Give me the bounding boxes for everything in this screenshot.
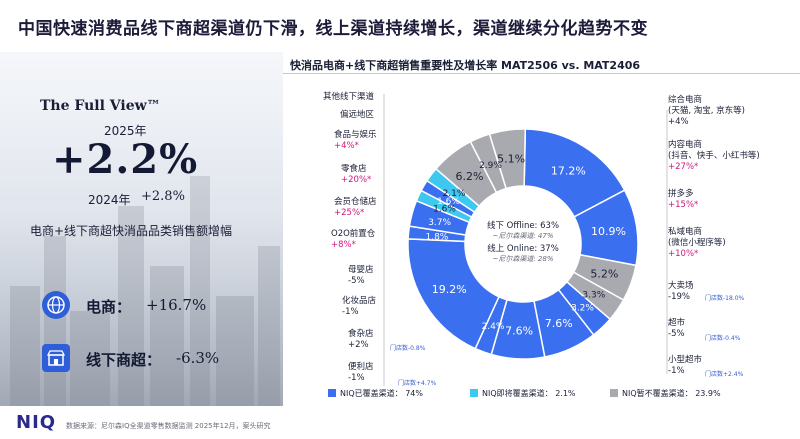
- full-view-description: 电商+线下商超快消品品类销售额增幅: [30, 224, 233, 238]
- page-title: 中国快速消费品线下商超渠道仍下滑，线上渠道持续增长，渠道继续分化趋势不变: [18, 19, 648, 39]
- legend-item-covered: NIQ已覆盖渠道： 74%: [328, 388, 423, 399]
- cat-label: 食品与娱乐 +4%*: [334, 130, 377, 151]
- kpi-offline-label: 线下商超：: [86, 351, 162, 369]
- cat-label: 母婴店 -5%: [348, 265, 374, 286]
- slice-value-label: 1.8%: [425, 232, 448, 242]
- slice-value-label: 17.2%: [551, 164, 586, 177]
- store-count-note: 门店数-0.8%: [390, 345, 426, 352]
- slice-value-label: 1.6%: [433, 205, 456, 215]
- globe-icon: [42, 291, 70, 319]
- donut-slice: [407, 238, 500, 350]
- donut-chart: 17.2%10.9%5.2%3.3%3.2%7.6%7.6%2.4%19.2%1…: [383, 94, 668, 386]
- city-background: [0, 52, 283, 406]
- kpi-ecommerce-label: 电商：: [86, 298, 132, 316]
- center-offline: 线下 Offline: 63%: [487, 220, 559, 231]
- cat-label: 其他线下渠道: [323, 92, 375, 102]
- cat-label: 化妆品店 -1%: [342, 296, 377, 317]
- store-icon: [42, 344, 70, 372]
- full-view-value: +2.2%: [52, 136, 199, 183]
- center-online-sub: ~尼尔森渠道: 28%: [492, 255, 553, 263]
- slice-value-label: 3.7%: [428, 218, 451, 228]
- cat-label: 零食店 +20%*: [341, 164, 372, 185]
- slice-value-label: 7.6%: [505, 324, 533, 337]
- slice-value-label: 19.2%: [432, 283, 467, 296]
- full-view-title: The Full View™: [40, 98, 161, 114]
- kpi-offline-value: -6.3%: [176, 349, 220, 367]
- cat-label: 食杂店 +2%: [348, 329, 374, 350]
- center-offline-sub: ~尼尔森渠道: 47%: [492, 232, 553, 240]
- slice-value-label: 2.1%: [443, 189, 466, 199]
- slice-value-label: 1.6%: [437, 197, 460, 207]
- cat-label: 便利店 -1%: [348, 362, 374, 383]
- donut-slice: [488, 128, 527, 190]
- source-note: 数据来源：尼尔森IQ全渠道零售数据监测 2025年12月，案头研究: [66, 422, 271, 430]
- cat-label: 会员仓储店 +25%*: [334, 197, 377, 218]
- cat-label: 私域电商 (微信小程序等) +10%*: [668, 227, 726, 259]
- legend-item-not-covered: NIQ暂不覆盖渠道： 23.9%: [610, 388, 721, 399]
- cat-label: 综合电商 (天猫, 淘宝, 京东等) +4%: [668, 95, 745, 127]
- slice-value-label: 5.1%: [497, 152, 525, 165]
- slice-value-label: 2.9%: [479, 161, 502, 171]
- cat-label: 偏远地区: [340, 110, 375, 120]
- cat-label: 拼多多 +15%*: [668, 189, 699, 210]
- store-count-note: 门店数+4.7%: [398, 380, 437, 387]
- cat-label: 超市 -5%: [668, 318, 686, 339]
- cat-label: 大卖场 -19%: [668, 281, 694, 302]
- chart-title: 快消品电商+线下商超销售重要性及增长率 MAT2506 vs. MAT2406: [290, 59, 641, 72]
- slice-value-label: 3.2%: [571, 304, 594, 314]
- store-count-note: 门店数-18.0%: [705, 295, 745, 302]
- full-view-prev-year: 2024年: [88, 193, 131, 207]
- kpi-ecommerce-value: +16.7%: [146, 296, 207, 314]
- slice-value-label: 3.3%: [582, 291, 605, 301]
- cat-label: 内容电商 (抖音、快手、小红书等) +27%*: [668, 140, 760, 172]
- store-count-note: 门店数+2.4%: [705, 371, 744, 378]
- slice-value-label: 2.4%: [482, 322, 505, 332]
- niq-logo: NIQ: [16, 412, 57, 433]
- full-view-year: 2025年: [104, 124, 147, 138]
- full-view-prev-value: +2.8%: [141, 189, 185, 204]
- chart-divider: [283, 73, 800, 74]
- slice-value-label: 7.6%: [545, 317, 573, 330]
- store-count-note: 门店数-0.4%: [705, 335, 741, 342]
- slice-value-label: 10.9%: [591, 225, 626, 238]
- cat-label: O2O前置仓 +8%*: [331, 229, 376, 250]
- slice-value-label: 5.2%: [590, 267, 618, 280]
- legend-item-soon: NIQ即将覆盖渠道： 2.1%: [470, 388, 576, 399]
- center-online: 线上 Online: 37%: [487, 243, 559, 254]
- slice-value-label: 6.2%: [456, 170, 484, 183]
- cat-label: 小型超市 -1%: [668, 355, 703, 376]
